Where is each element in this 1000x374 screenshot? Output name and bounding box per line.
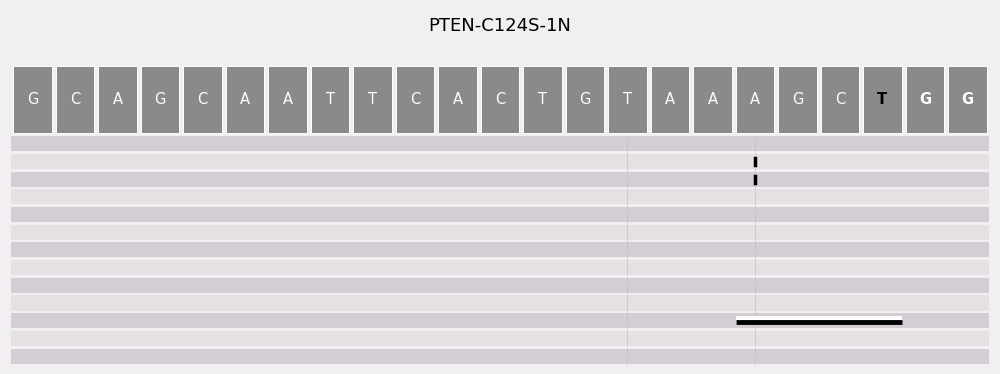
Bar: [11, 293, 989, 294]
Text: T: T: [368, 92, 377, 107]
Bar: [11, 295, 989, 310]
Bar: [863, 66, 902, 133]
Bar: [11, 346, 989, 347]
Bar: [11, 278, 989, 293]
Bar: [11, 328, 989, 330]
Bar: [11, 349, 989, 364]
Bar: [693, 66, 732, 133]
Text: T: T: [877, 92, 887, 107]
Bar: [11, 257, 989, 259]
Bar: [56, 66, 94, 133]
Bar: [11, 364, 989, 365]
Text: A: A: [707, 92, 717, 107]
Bar: [11, 225, 989, 240]
Bar: [11, 275, 989, 277]
Text: C: C: [197, 92, 208, 107]
Bar: [141, 66, 179, 133]
Bar: [11, 222, 989, 224]
Text: C: C: [495, 92, 505, 107]
Text: T: T: [623, 92, 632, 107]
Text: G: G: [27, 92, 38, 107]
Bar: [11, 169, 989, 171]
Bar: [11, 331, 989, 346]
Text: G: G: [919, 92, 931, 107]
Text: T: T: [326, 92, 335, 107]
Bar: [821, 66, 859, 133]
Text: A: A: [750, 92, 760, 107]
Text: A: A: [453, 92, 463, 107]
Bar: [523, 66, 562, 133]
Bar: [11, 154, 989, 169]
Bar: [11, 242, 989, 257]
Bar: [608, 66, 647, 133]
Text: G: G: [961, 92, 973, 107]
Bar: [11, 172, 989, 187]
Bar: [311, 66, 349, 133]
Text: PTEN-C124S-1N: PTEN-C124S-1N: [429, 16, 571, 34]
Bar: [11, 240, 989, 241]
Bar: [438, 66, 477, 133]
Bar: [11, 136, 989, 151]
Text: G: G: [792, 92, 803, 107]
Bar: [11, 207, 989, 222]
Text: A: A: [283, 92, 293, 107]
Bar: [226, 66, 264, 133]
Bar: [13, 66, 52, 133]
Bar: [778, 66, 817, 133]
Bar: [481, 66, 519, 133]
Text: C: C: [70, 92, 80, 107]
Bar: [268, 66, 307, 133]
Text: G: G: [154, 92, 166, 107]
Bar: [11, 189, 989, 204]
Bar: [651, 66, 689, 133]
Bar: [11, 260, 989, 275]
Bar: [11, 313, 989, 328]
Bar: [11, 204, 989, 206]
Bar: [11, 151, 989, 153]
Bar: [948, 66, 987, 133]
Bar: [396, 66, 434, 133]
Bar: [11, 310, 989, 312]
Bar: [736, 316, 902, 325]
Text: A: A: [665, 92, 675, 107]
Bar: [566, 66, 604, 133]
Text: T: T: [538, 92, 547, 107]
Text: C: C: [410, 92, 420, 107]
Bar: [906, 66, 944, 133]
Bar: [353, 66, 392, 133]
Text: A: A: [113, 92, 123, 107]
Bar: [183, 66, 222, 133]
Text: A: A: [240, 92, 250, 107]
Text: C: C: [835, 92, 845, 107]
Bar: [736, 66, 774, 133]
Text: G: G: [579, 92, 591, 107]
Bar: [11, 187, 989, 188]
Bar: [98, 66, 137, 133]
